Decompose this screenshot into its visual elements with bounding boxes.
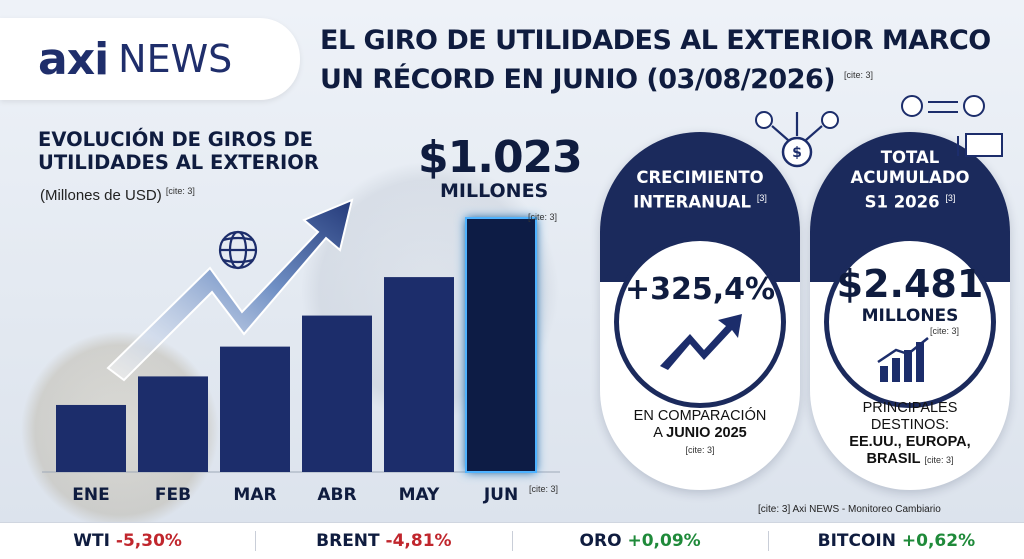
growth-card-note-bold: JUNIO 2025: [666, 425, 747, 441]
peak-cite: [cite: 3]: [528, 212, 558, 222]
chart-title-line-1: EVOLUCIÓN DE GIROS DE: [38, 128, 313, 151]
x-tick-label: FEB: [155, 485, 191, 505]
growth-card-title-line-1: CRECIMIENTO: [636, 168, 764, 187]
growth-card-title-line-2: INTERANUAL [3]: [600, 188, 800, 213]
total-card-title-line-2: ACUMULADO: [850, 168, 970, 187]
total-card-value-cite: [cite: 3]: [930, 326, 960, 336]
x-tick-label: MAR: [233, 485, 276, 505]
ticker-change: +0,62%: [901, 531, 976, 551]
bar-may: [384, 277, 454, 472]
trend-arrow-icon: [106, 198, 354, 382]
headline-line-1: EL GIRO DE UTILIDADES AL EXTERIOR MARCO: [320, 25, 991, 56]
growth-bars-icon: [877, 337, 929, 382]
ticker-name: BRENT: [316, 531, 380, 551]
growth-card-note-cite: [cite: 3]: [685, 445, 715, 455]
headline-line-2-text: UN RÉCORD EN JUNIO (03/08/2026): [320, 64, 836, 95]
bar-ene: [56, 404, 126, 472]
trend-up-arrow-icon: [660, 314, 742, 370]
page-title: EL GIRO DE UTILIDADES AL EXTERIOR MARCO …: [320, 24, 1010, 97]
chart-subtitle-text: (Millones de USD): [40, 187, 162, 204]
ticker-name: BITCOIN: [817, 531, 896, 551]
brand-logo: axi NEWS: [0, 18, 300, 100]
total-card-note-line-3: EE.UU., EUROPA,: [849, 434, 971, 450]
bar-mar: [220, 346, 290, 472]
ticker-item-brent: BRENT -4,81%: [256, 531, 513, 551]
ticker-change: -5,30%: [115, 531, 182, 551]
growth-card-title-cite: [3]: [756, 193, 767, 203]
total-card-note-line-2: DESTINOS:: [870, 417, 950, 433]
ticker-item-wti: WTI -5,30%: [0, 531, 257, 551]
bar-abr: [302, 315, 372, 472]
ticker-item-bitcoin: BITCOIN +0,62%: [769, 531, 1024, 551]
total-card-title-line-1: TOTAL: [880, 148, 940, 167]
x-tick-label: ENE: [72, 485, 109, 505]
money-flow-icon: $: [755, 111, 839, 168]
source-note: [cite: 3] Axi NEWS - Monitoreo Cambiario: [758, 504, 941, 515]
growth-card-value: +325,4%: [624, 272, 776, 307]
growth-card-note-line-2: A JUNIO 2025: [600, 425, 800, 442]
chart-subtitle-cite: [cite: 3]: [165, 186, 195, 196]
x-tick-label: JUN: [483, 485, 518, 505]
peak-value-label: $1.023: [418, 132, 583, 183]
x-tick-cite: [cite: 3]: [529, 484, 558, 494]
growth-card-note: EN COMPARACIÓN A JUNIO 2025 [cite: 3]: [600, 408, 800, 459]
ticker-change: -4,81%: [385, 531, 452, 551]
total-card-note-line-4: BRASIL [cite: 3]: [810, 451, 1010, 469]
growth-card-note-line-1: EN COMPARACIÓN: [633, 408, 767, 424]
total-card-note-line-1: PRINCIPALES: [862, 400, 958, 416]
globe-icon: [218, 230, 258, 270]
logo-axi-text: axi: [38, 33, 109, 85]
currency-exchange-icon: [901, 95, 1003, 157]
chart-subtitle: (Millones de USD) [cite: 3]: [40, 186, 195, 204]
ticker-name: ORO: [579, 531, 622, 551]
market-ticker: WTI -5,30% BRENT -4,81% ORO +0,09% BITCO…: [0, 522, 1024, 559]
total-card-note-line-4-text: BRASIL: [866, 451, 921, 467]
ticker-item-oro: ORO +0,09%: [513, 531, 769, 551]
total-card-title-line-3-text: S1 2026: [864, 192, 940, 212]
bar-jun: [465, 217, 537, 473]
growth-card-note-prefix: A: [653, 425, 667, 441]
total-card-note-cite: [cite: 3]: [924, 455, 954, 465]
bar-feb: [138, 376, 208, 472]
chart-title-line-2: UTILIDADES AL EXTERIOR: [38, 151, 319, 174]
headline-line-2: UN RÉCORD EN JUNIO (03/08/2026) [cite: 3…: [320, 58, 1010, 97]
logo-news-text: NEWS: [118, 37, 233, 81]
total-card-note: PRINCIPALES DESTINOS: EE.UU., EUROPA, BR…: [810, 400, 1010, 469]
x-tick-label: ABR: [317, 485, 356, 505]
ticker-name: WTI: [73, 531, 110, 551]
total-card-title: TOTAL ACUMULADO S1 2026 [3]: [810, 148, 1010, 213]
total-card-value: $2.481: [836, 262, 984, 306]
total-card-unit: MILLONES: [861, 306, 959, 326]
svg-text:$: $: [792, 145, 802, 161]
bar-chart: ENE FEB MAR ABR MAY JUN [cite: 3]: [42, 198, 560, 505]
total-card-title-cite: [3]: [945, 193, 956, 203]
ticker-change: +0,09%: [627, 531, 701, 551]
growth-card-title: CRECIMIENTO INTERANUAL [3]: [600, 168, 800, 213]
chart-title: EVOLUCIÓN DE GIROS DE UTILIDADES AL EXTE…: [38, 128, 378, 174]
total-card: TOTAL ACUMULADO S1 2026 [3] $2.481 MILLO…: [810, 132, 1010, 490]
x-tick-label: MAY: [399, 485, 440, 505]
total-card-title-line-3: S1 2026 [3]: [810, 188, 1010, 213]
growth-card-title-line-2-text: INTERANUAL: [633, 192, 752, 212]
peak-unit-label: MILLONES: [440, 180, 549, 202]
growth-card-circle: [614, 236, 786, 408]
growth-card: CRECIMIENTO INTERANUAL [3] +325,4% EN CO…: [600, 132, 800, 490]
headline-cite: [cite: 3]: [844, 70, 874, 80]
